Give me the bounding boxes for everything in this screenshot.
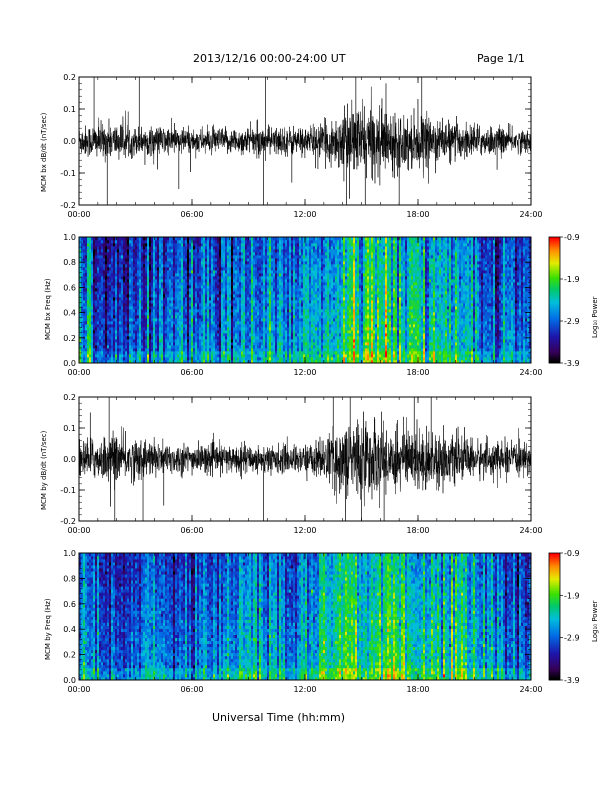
- x-tick-label: 18:00: [406, 210, 429, 219]
- y-tick-label: -0.2: [60, 201, 76, 210]
- panel2-colorbar: -0.9 -1.9 -2.9 -3.9: [549, 233, 580, 368]
- y-tick-label: 0.0: [63, 359, 76, 368]
- y-tick-label: 0.0: [63, 137, 76, 146]
- y-tick-label: 0.6: [63, 600, 76, 609]
- y-tick-label: -0.1: [60, 486, 76, 495]
- colorbar-tick-label: -3.9: [564, 359, 580, 368]
- y-tick-label: 0.4: [63, 625, 76, 634]
- panel4-colorbar: -0.9 -1.9 -2.9 -3.9: [549, 549, 580, 685]
- y-tick-label: -0.1: [60, 169, 76, 178]
- y-tick-label: 0.1: [63, 424, 76, 433]
- x-tick-label: 18:00: [406, 368, 429, 377]
- x-tick-label: 24:00: [519, 210, 542, 219]
- panel4-ylabel: MCM by Freq (Hz): [44, 598, 52, 660]
- colorbar-tick-label: -2.9: [564, 634, 580, 643]
- x-tick-label: 18:00: [406, 685, 429, 694]
- colorbar2-label: Log₁₀ Power: [591, 600, 599, 642]
- x-tick-label: 24:00: [519, 685, 542, 694]
- y-tick-label: 0.1: [63, 105, 76, 114]
- y-tick-label: 1.0: [63, 233, 76, 242]
- x-tick-label: 00:00: [67, 526, 90, 535]
- y-tick-label: -0.2: [60, 517, 76, 526]
- x-tick-label: 24:00: [519, 368, 542, 377]
- x-tick-label: 12:00: [293, 368, 316, 377]
- colorbar1-label: Log₁₀ Power: [591, 296, 599, 338]
- y-tick-label: 0.8: [63, 258, 76, 267]
- figure-page: 2013/12/16 00:00-24:00 UT Page 1/1 00:00…: [0, 0, 612, 792]
- panel1-trace: [79, 87, 531, 199]
- panel1-ylabel: MCM bx dB/dt (nT/sec): [40, 113, 48, 192]
- y-tick-label: 1.0: [63, 549, 76, 558]
- x-tick-label: 06:00: [180, 526, 203, 535]
- y-tick-label: 0.0: [63, 455, 76, 464]
- x-tick-label: 24:00: [519, 526, 542, 535]
- chart-canvas: 00:00 06:00 12:00 18:00 24:00 0.2 0.1 0.0 -0.1 -0…: [0, 0, 612, 792]
- colorbar-tick-label: -1.9: [564, 275, 580, 284]
- x-tick-label: 06:00: [180, 368, 203, 377]
- colorbar-tick-label: -0.9: [564, 549, 580, 558]
- y-tick-label: 0.2: [63, 73, 76, 82]
- x-tick-label: 12:00: [293, 685, 316, 694]
- y-tick-label: 0.2: [63, 651, 76, 660]
- x-tick-label: 18:00: [406, 526, 429, 535]
- panel3-ylabel: MCM by dB/dt (nT/sec): [40, 431, 48, 510]
- panel2-spectrogram: [79, 237, 531, 363]
- panel2-ylabel: MCM bx Freq (Hz): [44, 278, 52, 340]
- x-tick-label: 06:00: [180, 685, 203, 694]
- x-axis-title-text: Universal Time (hh:mm): [212, 711, 345, 724]
- y-tick-label: 0.6: [63, 283, 76, 292]
- y-tick-label: 0.4: [63, 309, 76, 318]
- y-tick-label: 0.0: [63, 676, 76, 685]
- x-tick-label: 00:00: [67, 368, 90, 377]
- y-tick-label: 0.8: [63, 574, 76, 583]
- colorbar-tick-label: -2.9: [564, 317, 580, 326]
- x-tick-label: 00:00: [67, 685, 90, 694]
- colorbar-tick-label: -3.9: [564, 676, 580, 685]
- y-tick-label: 0.2: [63, 334, 76, 343]
- x-tick-label: 06:00: [180, 210, 203, 219]
- y-tick-label: 0.2: [63, 393, 76, 402]
- x-tick-label: 00:00: [67, 210, 90, 219]
- colorbar-tick-label: -0.9: [564, 233, 580, 242]
- x-tick-label: 12:00: [293, 526, 316, 535]
- panel4-spectrogram: [79, 553, 531, 680]
- colorbar-tick-label: -1.9: [564, 591, 580, 600]
- x-tick-label: 12:00: [293, 210, 316, 219]
